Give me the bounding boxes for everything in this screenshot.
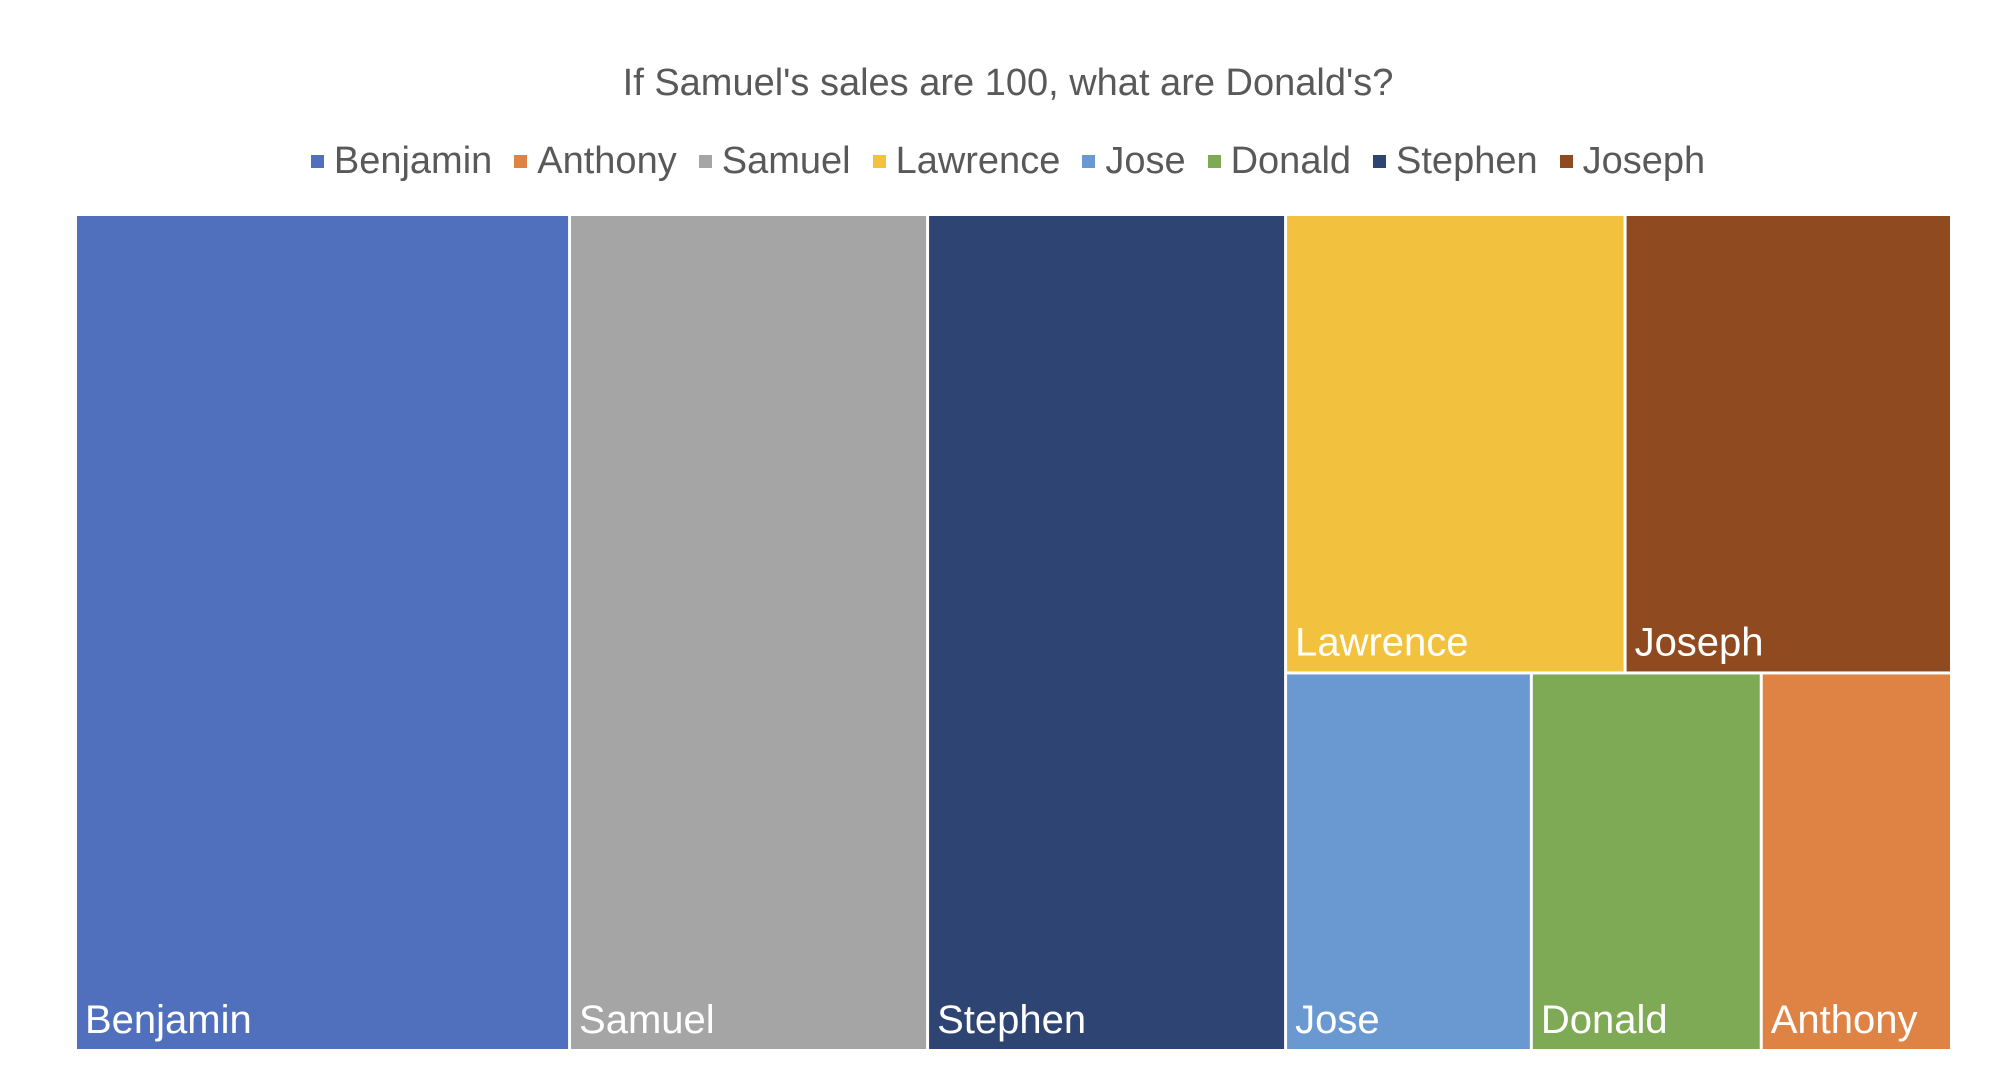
legend-swatch-anthony — [514, 155, 528, 168]
chart-title: If Samuel's sales are 100, what are Dona… — [622, 62, 1394, 104]
treemap-label-stephen: Stephen — [937, 998, 1086, 1042]
treemap-tile-anthony — [1762, 674, 1950, 1049]
treemap-tile-joseph — [1626, 216, 1950, 672]
treemap-tile-jose — [1287, 674, 1530, 1049]
legend-label-anthony: Anthony — [537, 140, 677, 182]
legend-item-jose: Jose — [1082, 140, 1186, 183]
legend-label-benjamin: Benjamin — [333, 140, 493, 182]
legend-label-stephen: Stephen — [1396, 140, 1538, 182]
legend-label-donald: Donald — [1230, 140, 1352, 182]
legend-swatch-donald — [1207, 155, 1221, 168]
legend-item-stephen: Stephen — [1373, 140, 1538, 183]
legend-item-benjamin: Benjamin — [310, 140, 493, 183]
legend-swatch-benjamin — [310, 155, 324, 168]
treemap-label-lawrence: Lawrence — [1295, 620, 1468, 664]
treemap-label-donald: Donald — [1541, 998, 1668, 1042]
legend-item-samuel: Samuel — [698, 140, 851, 183]
treemap-label-anthony: Anthony — [1771, 998, 1918, 1042]
treemap-tile-donald — [1532, 674, 1760, 1049]
treemap-label-joseph: Joseph — [1635, 620, 1764, 664]
legend-swatch-lawrence — [872, 155, 886, 168]
legend-swatch-jose — [1082, 155, 1096, 168]
legend-item-lawrence: Lawrence — [872, 140, 1061, 183]
treemap-tile-lawrence — [1287, 216, 1624, 672]
legend-swatch-joseph — [1559, 155, 1573, 168]
treemap-tile-samuel — [571, 216, 927, 1049]
treemap-label-jose: Jose — [1295, 998, 1380, 1042]
legend-label-joseph: Joseph — [1582, 140, 1706, 182]
treemap-tile-stephen — [929, 216, 1285, 1049]
legend-label-lawrence: Lawrence — [895, 140, 1061, 182]
legend-item-anthony: Anthony — [514, 140, 677, 183]
legend: Benjamin Anthony Samuel Lawrence Jose Donald S… — [0, 140, 2016, 183]
treemap-tile-benjamin — [77, 216, 569, 1049]
treemap-label-samuel: Samuel — [579, 998, 715, 1042]
legend-label-jose: Jose — [1105, 140, 1186, 182]
treemap-label-benjamin: Benjamin — [85, 998, 252, 1042]
legend-item-donald: Donald — [1207, 140, 1352, 183]
legend-item-joseph: Joseph — [1559, 140, 1706, 183]
legend-label-samuel: Samuel — [721, 140, 851, 182]
legend-swatch-stephen — [1373, 155, 1387, 168]
legend-swatch-samuel — [698, 155, 712, 168]
